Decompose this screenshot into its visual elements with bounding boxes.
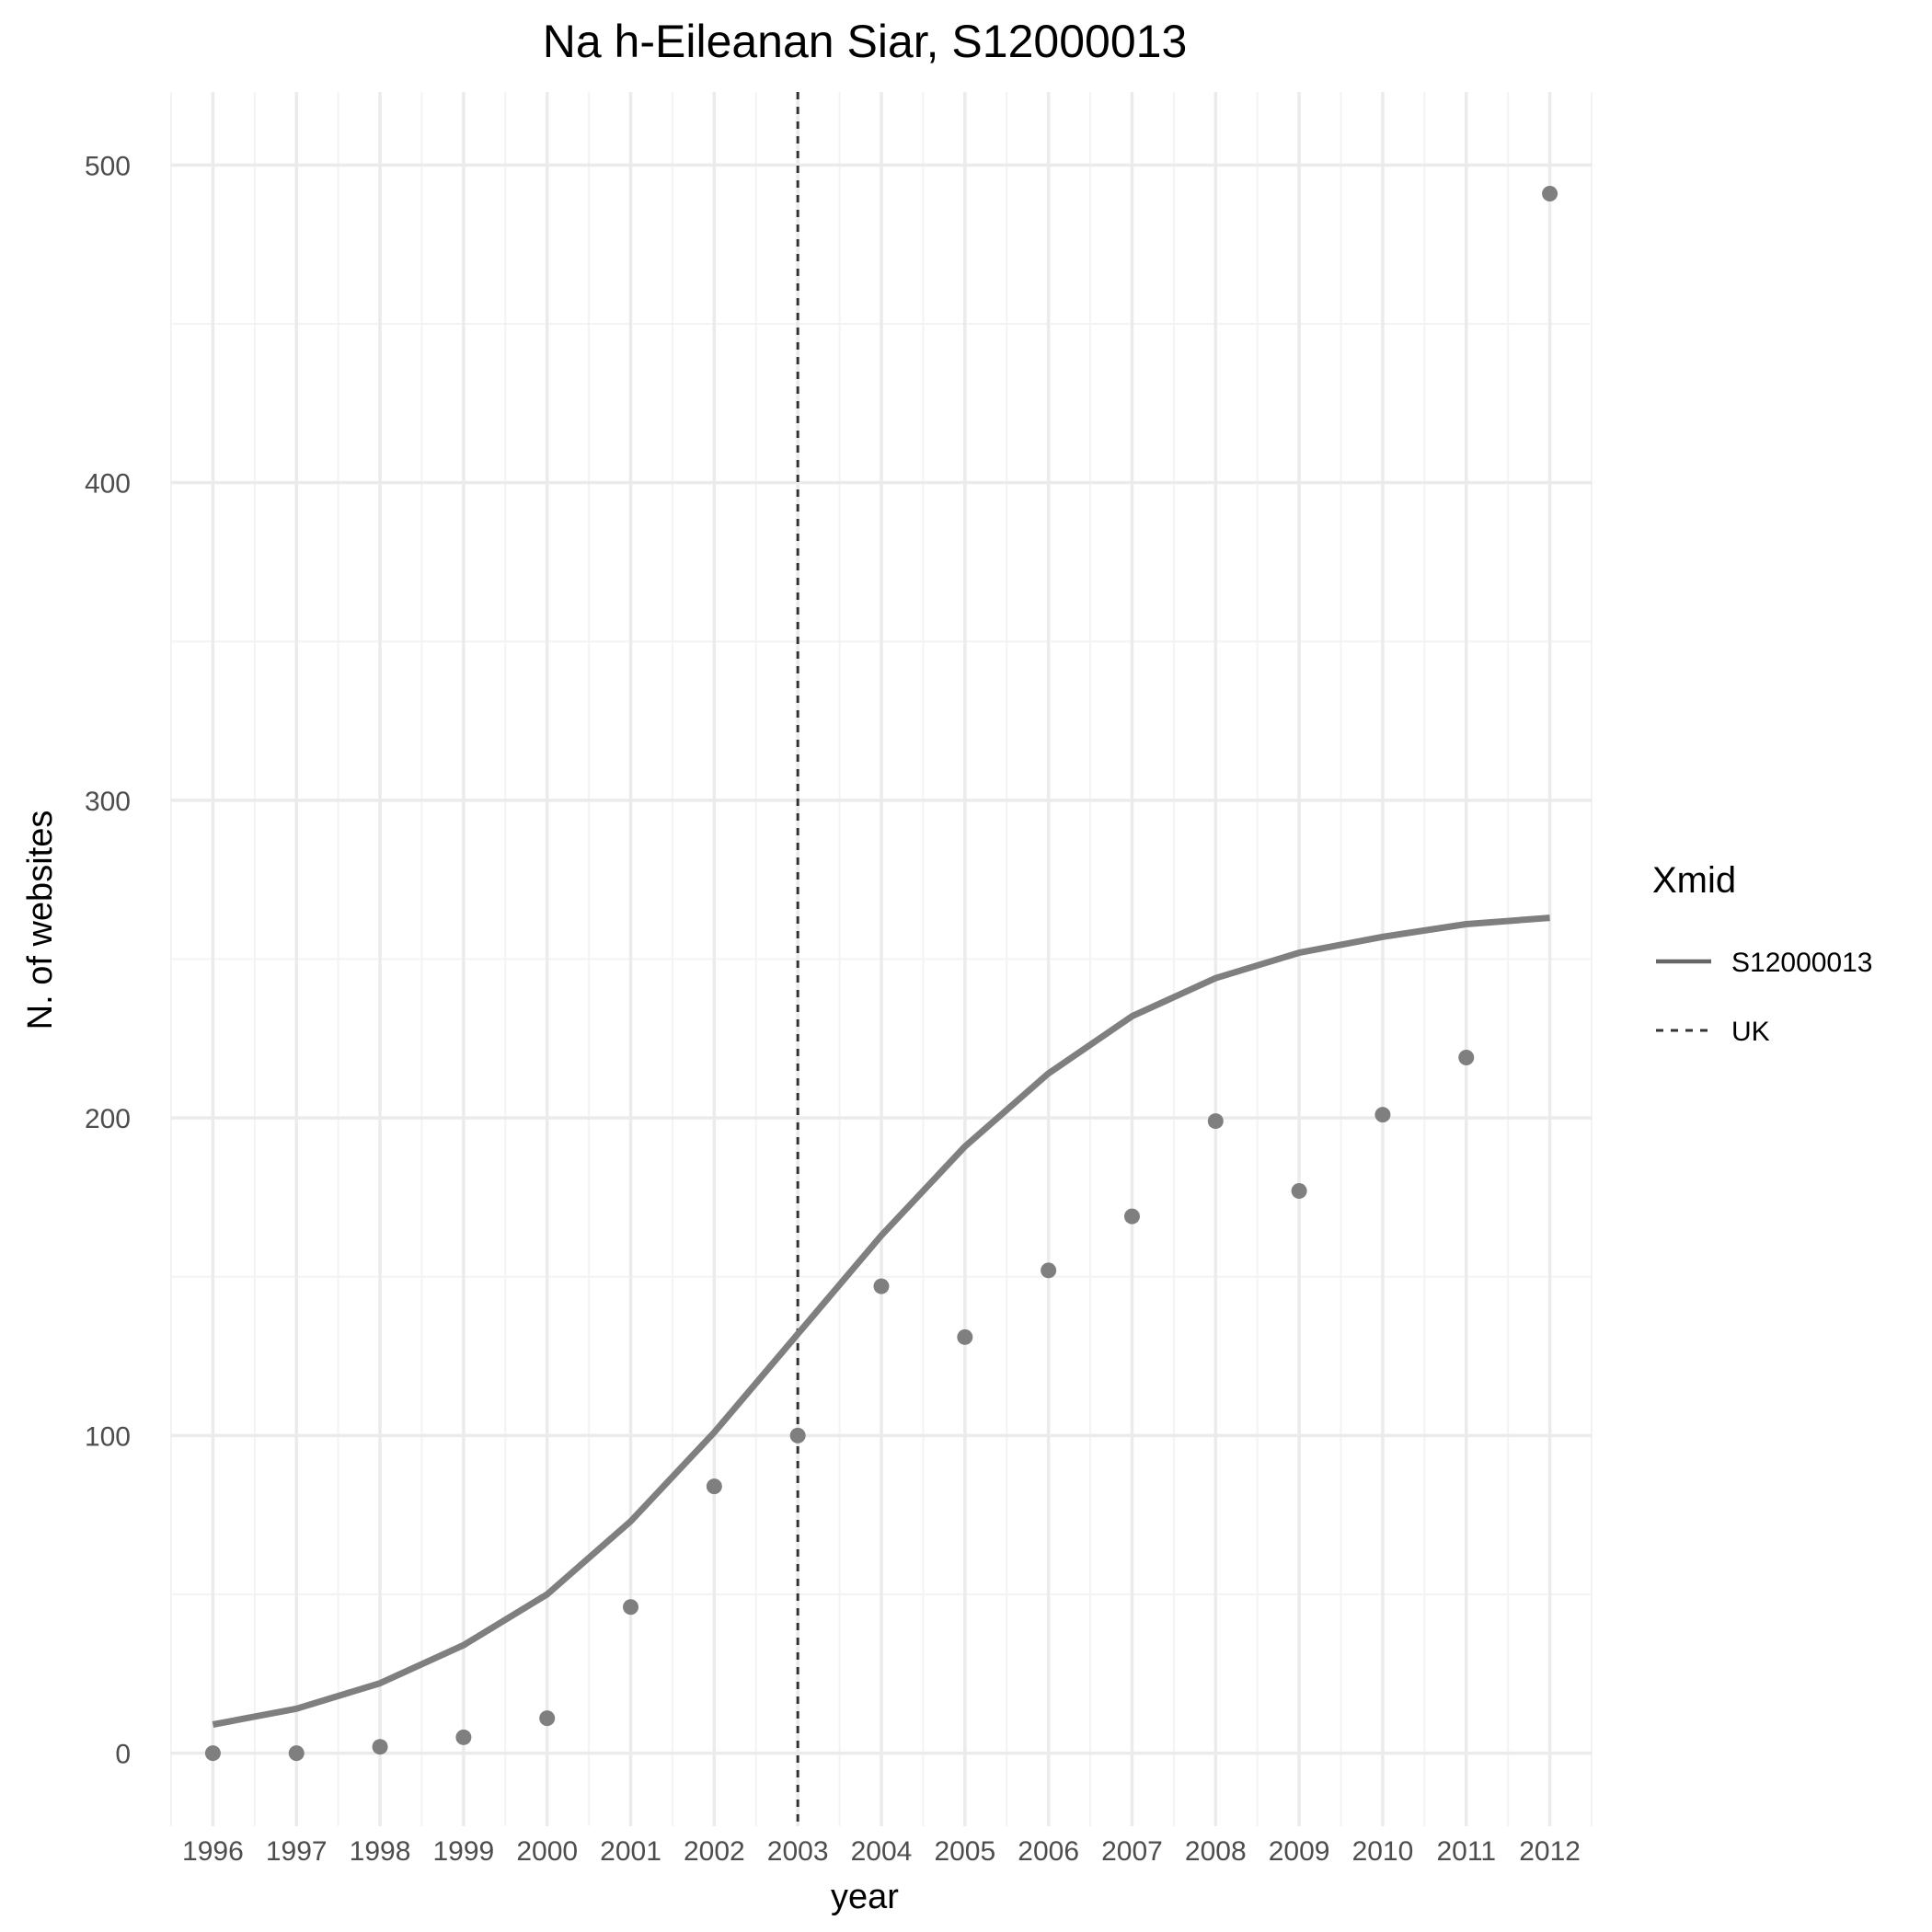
chart-title: Na h-Eileanan Siar, S12000013 — [543, 16, 1188, 67]
x-tick-label: 2007 — [1101, 1836, 1163, 1867]
data-point — [623, 1599, 639, 1616]
y-tick-label: 500 — [85, 151, 131, 181]
x-axis-ticks: 1996 1997 1998 1999 2000 2001 2002 2003 2004 2005… — [182, 1836, 1581, 1867]
data-point — [1291, 1183, 1307, 1200]
y-tick-label: 400 — [85, 469, 131, 500]
x-tick-label: 2012 — [1519, 1836, 1581, 1867]
plot-panel — [170, 92, 1593, 1826]
x-axis-title: year — [831, 1878, 899, 1916]
data-point — [1207, 1113, 1224, 1130]
data-point — [873, 1278, 890, 1294]
data-point — [789, 1427, 806, 1443]
x-tick-label: 2005 — [934, 1836, 995, 1867]
y-axis-ticks: 0 100 200 300 400 500 — [85, 151, 131, 1769]
x-tick-label: 2003 — [767, 1836, 829, 1867]
x-tick-label: 2008 — [1185, 1836, 1247, 1867]
data-point — [1458, 1050, 1475, 1066]
y-axis-title: N. of websites — [21, 811, 60, 1030]
legend-label: S12000013 — [1731, 948, 1873, 978]
x-tick-label: 2001 — [600, 1836, 661, 1867]
x-tick-label: 2004 — [851, 1836, 913, 1867]
series-lines — [212, 914, 1550, 1728]
data-point — [957, 1328, 973, 1345]
x-tick-label: 1997 — [266, 1836, 328, 1867]
x-tick-label: 2006 — [1018, 1836, 1079, 1867]
y-tick-label: 300 — [85, 787, 131, 817]
data-point — [372, 1739, 388, 1755]
series-line — [212, 914, 1550, 1728]
data-point — [1542, 185, 1558, 201]
data-point — [1374, 1107, 1391, 1123]
data-point — [1123, 1208, 1140, 1225]
x-tick-label: 2009 — [1269, 1836, 1330, 1867]
x-tick-label: 1999 — [433, 1836, 495, 1867]
x-tick-label: 2000 — [516, 1836, 578, 1867]
grid-major — [171, 92, 1592, 1826]
data-point — [288, 1745, 305, 1762]
y-tick-label: 100 — [85, 1421, 131, 1452]
data-point — [706, 1478, 722, 1495]
y-tick-label: 0 — [115, 1740, 131, 1770]
data-point — [204, 1745, 221, 1762]
data-point — [1041, 1262, 1057, 1279]
legend-entries: S12000013 UK — [1656, 948, 1873, 1047]
x-tick-label: 1998 — [350, 1836, 411, 1867]
data-point — [455, 1729, 472, 1745]
data-points — [204, 185, 1558, 1762]
legend-title: Xmid — [1652, 860, 1736, 901]
x-tick-label: 1996 — [182, 1836, 244, 1867]
x-tick-label: 2010 — [1352, 1836, 1414, 1867]
x-tick-label: 2002 — [684, 1836, 745, 1867]
y-tick-label: 200 — [85, 1104, 131, 1134]
data-point — [539, 1710, 556, 1727]
grid-minor — [170, 92, 1593, 1826]
legend-label: UK — [1731, 1017, 1770, 1047]
x-tick-label: 2011 — [1437, 1836, 1497, 1867]
legend: Xmid S12000013 UK — [1652, 860, 1873, 1047]
